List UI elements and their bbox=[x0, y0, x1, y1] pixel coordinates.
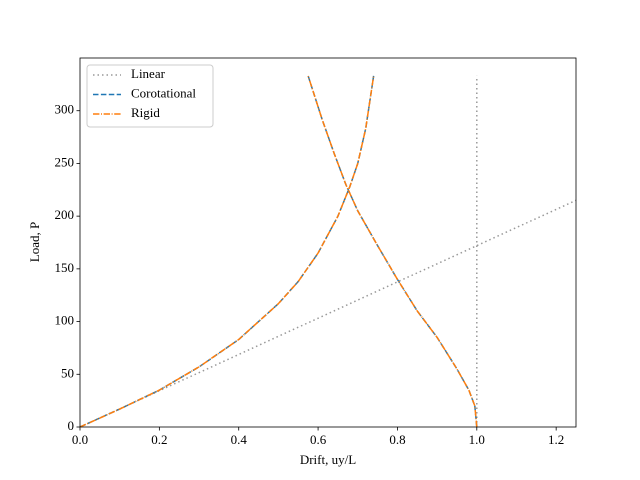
y-tick-label: 150 bbox=[55, 260, 75, 275]
x-tick-label: 0.4 bbox=[231, 432, 248, 447]
plot-frame bbox=[79, 57, 577, 428]
x-tick-label: 0.0 bbox=[72, 432, 88, 447]
x-tick-label: 1.2 bbox=[548, 432, 564, 447]
y-axis-label: Load, P bbox=[27, 222, 42, 262]
y-tick-label: 0 bbox=[68, 418, 75, 433]
y-tick-label: 250 bbox=[55, 154, 75, 169]
x-tick-label: 1.0 bbox=[469, 432, 485, 447]
series-line bbox=[79, 75, 577, 428]
x-tick-label: 0.2 bbox=[151, 432, 167, 447]
y-tick-label: 100 bbox=[55, 313, 75, 328]
legend-box bbox=[86, 64, 214, 128]
x-tick-label: 0.8 bbox=[389, 432, 405, 447]
legend-label: Linear bbox=[131, 66, 166, 81]
x-tick-label: 0.6 bbox=[310, 432, 327, 447]
y-tick-label: 50 bbox=[61, 365, 74, 380]
y-tick-label: 200 bbox=[55, 207, 75, 222]
series-line bbox=[79, 75, 478, 428]
legend-label: Rigid bbox=[131, 105, 160, 120]
series-line bbox=[79, 75, 478, 428]
y-tick-label: 300 bbox=[55, 102, 75, 117]
legend-label: Corotational bbox=[131, 85, 196, 100]
x-axis-label: Drift, uy/L bbox=[300, 452, 356, 467]
